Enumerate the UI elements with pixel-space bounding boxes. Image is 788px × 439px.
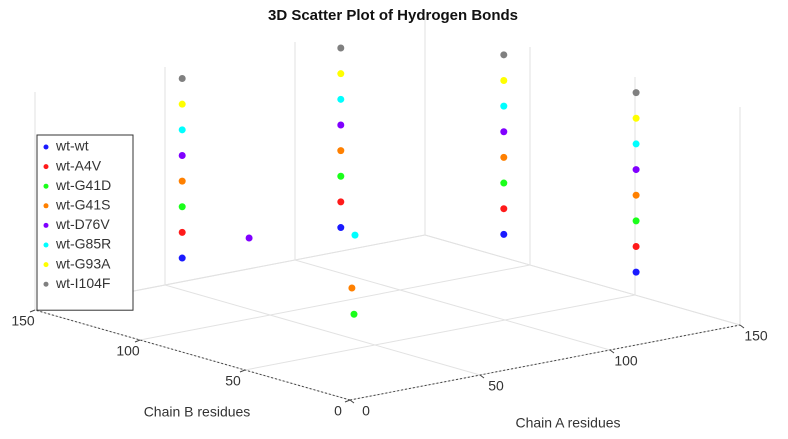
y-tick-label: 50 [225, 373, 241, 389]
point [337, 70, 345, 78]
point [632, 191, 640, 199]
y-tick-label: 150 [11, 313, 35, 329]
point [337, 121, 345, 129]
y-tick [344, 399, 351, 403]
point [178, 254, 186, 262]
legend-label: wt-G41D [55, 177, 111, 193]
legend: wt-wt wt-A4V wt-G41D wt-G41S wt-D76V wt-G85R w… [36, 134, 134, 311]
points [178, 44, 640, 318]
legend-label: wt-G85R [55, 236, 111, 252]
point [500, 230, 508, 238]
grid-line [294, 259, 611, 351]
legend-marker [43, 164, 49, 170]
x-tick [609, 349, 615, 354]
y-tick [239, 369, 246, 373]
point [500, 51, 508, 59]
y-tick-label: 0 [334, 403, 342, 419]
point [500, 205, 508, 213]
point [500, 76, 508, 84]
x-axis-label: Chain A residues [515, 415, 620, 431]
point [632, 140, 640, 148]
x-tick [479, 374, 485, 379]
point [632, 166, 640, 174]
legend-label: wt-D76V [55, 216, 110, 232]
legend-label: wt-I104F [55, 275, 110, 291]
point [178, 100, 186, 108]
legend-label: wt-G93A [55, 255, 111, 271]
legend-marker [43, 183, 49, 189]
point [500, 179, 508, 187]
point [337, 95, 345, 103]
x-tick-label: 150 [744, 328, 768, 344]
x-tick [739, 324, 745, 329]
legend-box [36, 134, 134, 311]
legend-label: wt-wt [55, 138, 89, 154]
point [350, 310, 358, 318]
y-tick [134, 339, 141, 343]
legend-label: wt-A4V [55, 157, 102, 173]
legend-marker [43, 222, 49, 228]
point [337, 147, 345, 155]
legend-marker [43, 144, 49, 150]
legend-marker [43, 203, 49, 209]
point [337, 172, 345, 180]
point [632, 217, 640, 225]
point [500, 128, 508, 136]
grid-line [244, 294, 636, 371]
y-axis-label: Chain B residues [144, 404, 251, 420]
y-axis [34, 309, 351, 401]
y-tick [29, 309, 36, 313]
point [245, 234, 253, 242]
point [632, 268, 640, 276]
legend-marker [43, 262, 49, 268]
point [337, 198, 345, 206]
x-tick-label: 50 [488, 378, 504, 394]
point [337, 224, 345, 232]
legend-label: wt-G41S [55, 197, 110, 213]
grid-line [139, 264, 531, 341]
point [351, 231, 359, 239]
y-tick-label: 100 [116, 343, 140, 359]
grid-line [424, 234, 741, 326]
point [178, 177, 186, 185]
point [178, 203, 186, 211]
point [337, 44, 345, 52]
point [178, 126, 186, 134]
point [348, 284, 356, 292]
grid-line [349, 324, 741, 401]
point [178, 75, 186, 83]
grid-line [164, 284, 481, 376]
point [632, 89, 640, 97]
x-tick [349, 399, 355, 404]
grid: 0 50 100 150 0 50 100 150 [11, 17, 768, 419]
point [632, 243, 640, 251]
x-tick-label: 0 [362, 403, 370, 419]
legend-marker [43, 242, 49, 248]
chart-title: 3D Scatter Plot of Hydrogen Bonds [268, 7, 518, 24]
point [500, 102, 508, 110]
point [178, 151, 186, 159]
point [500, 153, 508, 161]
x-tick-label: 100 [614, 353, 638, 369]
point [178, 228, 186, 236]
point [632, 114, 640, 122]
legend-marker [43, 281, 49, 287]
